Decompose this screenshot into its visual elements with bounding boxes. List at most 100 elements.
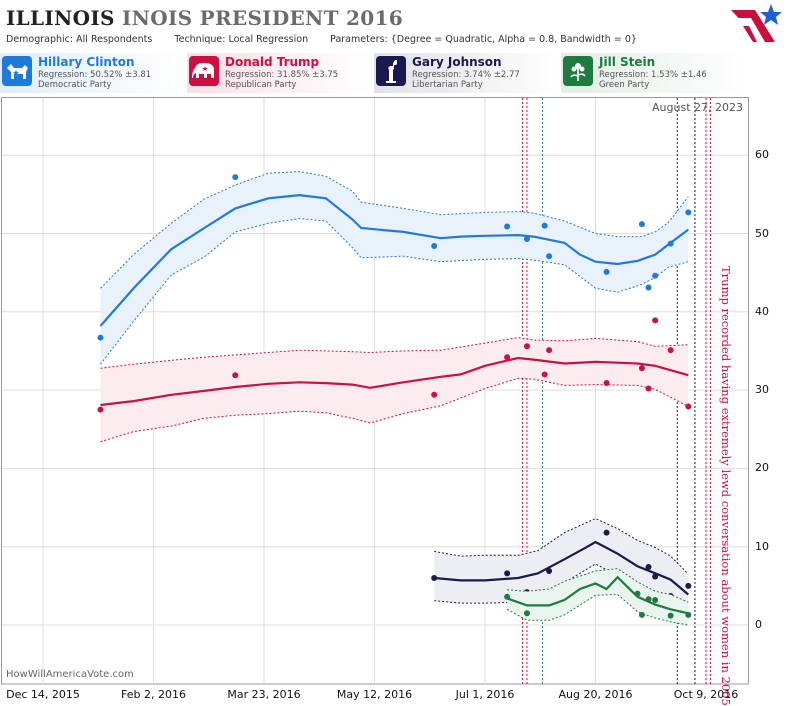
poll-point: [685, 582, 692, 589]
statue-of-liberty-icon: [376, 56, 406, 86]
band-lower-line: [100, 218, 689, 365]
page-title: ILLINOIS INOIS PRESIDENT 2016: [6, 6, 403, 30]
y-tick-label: 50: [755, 226, 769, 240]
x-tick-label: Aug 20, 2016: [558, 688, 633, 701]
poll-point: [523, 235, 530, 242]
x-tick-label: Mar 23, 2016: [227, 688, 301, 701]
poll-point: [652, 272, 659, 279]
poll-point: [652, 317, 659, 324]
title-rest: INOIS PRESIDENT 2016: [122, 6, 403, 30]
y-tick-label: 0: [755, 618, 762, 631]
poll-point: [685, 209, 692, 216]
poll-point: [603, 268, 610, 275]
poll-point: [523, 343, 530, 350]
poll-point: [638, 365, 645, 372]
poll-point: [431, 391, 438, 398]
poll-point: [667, 347, 674, 354]
confidence-band: [100, 171, 689, 365]
trend-line: [100, 356, 689, 407]
poll-point: [652, 596, 659, 603]
confidence-band: [434, 518, 689, 616]
poll-point: [431, 575, 438, 582]
x-tick-label: May 12, 2016: [336, 688, 413, 701]
poll-point: [603, 380, 610, 387]
poll-point: [504, 223, 511, 230]
trend-line: [99, 193, 689, 327]
confidence-band: [100, 337, 689, 442]
band-upper-line: [100, 337, 689, 369]
poll-point: [97, 334, 104, 341]
flower-icon: [563, 56, 593, 86]
candidate-name: Donald Trump: [225, 55, 320, 69]
candidate-card-clinton: Hillary Clinton Regression: 50.52% ±3.81…: [0, 53, 187, 93]
poll-point: [667, 612, 674, 619]
trend-line: [506, 575, 689, 615]
trend-line: [434, 540, 690, 596]
candidate-legend: Hillary Clinton Regression: 50.52% ±3.81…: [0, 53, 789, 93]
y-tick-label: 20: [755, 461, 769, 475]
y-tick-label: 60: [755, 148, 769, 162]
x-tick-label: Dec 14, 2015: [6, 688, 80, 701]
poll-point: [645, 385, 652, 392]
confidence-band: [507, 568, 689, 625]
candidate-party: Democratic Party: [38, 80, 112, 90]
x-tick-label: Jul 1, 2016: [455, 688, 515, 701]
band-lower-line: [434, 563, 689, 617]
date-stamp: August 27, 2023: [652, 101, 743, 114]
poll-point: [504, 570, 511, 577]
poll-point: [645, 596, 652, 603]
title-state: ILLINOIS: [6, 6, 115, 30]
band-upper-line: [434, 517, 689, 575]
event-annotation: Trump recorded having extremely lewd con…: [719, 266, 733, 706]
candidate-regression: Regression: 1.53% ±1.46: [599, 70, 707, 80]
candidate-regression: Regression: 50.52% ±3.81: [38, 70, 152, 80]
technique-label: Technique:: [174, 34, 226, 45]
y-tick-label: 30: [755, 383, 769, 397]
poll-point: [504, 593, 511, 600]
elephant-icon: [189, 56, 219, 86]
poll-point: [431, 243, 438, 250]
x-tick-label: Oct 9, 2016: [673, 688, 739, 701]
parameters-line: Demographic: All Respondents Technique: …: [6, 34, 637, 45]
poll-point: [645, 284, 652, 291]
candidate-card-trump: Donald Trump Regression: 31.85% ±3.75 Re…: [187, 53, 374, 93]
poll-point: [97, 406, 104, 413]
candidate-party: Green Party: [599, 80, 650, 90]
poll-point: [541, 222, 548, 229]
poll-point: [638, 221, 645, 228]
parameters-label: Parameters:: [330, 34, 388, 45]
poll-point: [645, 564, 652, 571]
poll-point: [546, 347, 553, 354]
band-lower-line: [506, 593, 689, 626]
technique-value: Local Regression: [228, 34, 309, 45]
poll-point: [232, 174, 239, 181]
site-logo-icon: [731, 4, 782, 42]
site-footer: HowWillAmericaVote.com: [6, 669, 134, 680]
band-lower-line: [100, 377, 689, 443]
poll-point: [523, 610, 530, 617]
poll-point: [232, 372, 239, 379]
candidate-regression: Regression: 31.85% ±3.75: [225, 70, 339, 80]
poll-point: [603, 529, 610, 536]
demographic-label: Demographic:: [6, 34, 74, 45]
candidate-name: Jill Stein: [599, 55, 656, 69]
candidate-card-stein: Jill Stein Regression: 1.53% ±1.46 Green…: [561, 53, 748, 93]
poll-point: [546, 253, 553, 260]
poll-point: [638, 611, 645, 618]
poll-point: [634, 590, 641, 597]
poll-point: [541, 371, 548, 378]
poll-point: [685, 403, 692, 410]
candidate-party: Republican Party: [225, 80, 297, 90]
candidate-name: Gary Johnson: [412, 55, 502, 69]
donkey-icon: [2, 56, 32, 86]
poll-point: [504, 354, 511, 361]
candidate-card-johnson: Gary Johnson Regression: 3.74% ±2.77 Lib…: [374, 53, 561, 93]
poll-point: [685, 611, 692, 618]
header: ILLINOIS INOIS PRESIDENT 2016 Demographi…: [0, 0, 789, 96]
y-tick-label: 40: [755, 304, 769, 318]
candidate-regression: Regression: 3.74% ±2.77: [412, 70, 520, 80]
candidate-name: Hillary Clinton: [38, 55, 135, 69]
polling-chart: [1, 97, 749, 685]
y-tick-label: 10: [755, 539, 769, 553]
candidate-party: Libertarian Party: [412, 80, 483, 90]
